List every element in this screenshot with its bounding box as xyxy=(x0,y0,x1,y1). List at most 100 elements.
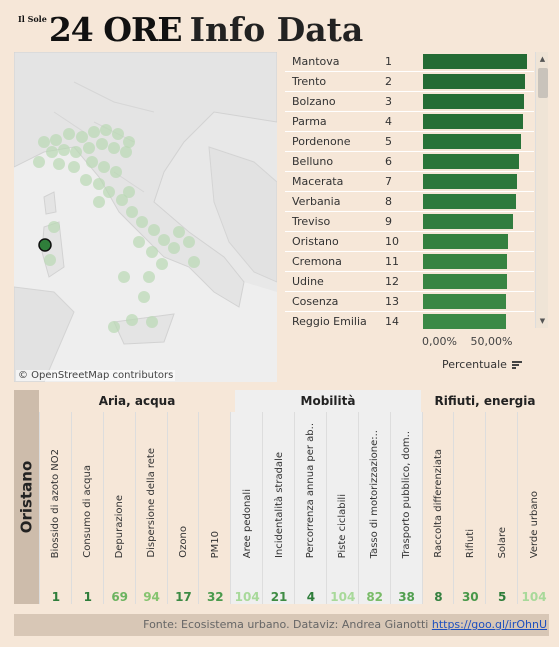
indicator-column[interactable]: Rifiuti 30 xyxy=(453,412,486,604)
ranking-city-name: Belluno xyxy=(292,155,334,168)
city-markers xyxy=(33,124,200,333)
indicator-value: 4 xyxy=(306,590,316,604)
scroll-up-icon[interactable]: ▲ xyxy=(539,55,546,63)
ranking-bar[interactable] xyxy=(423,294,506,309)
indicator-label: Dispersione della rete xyxy=(146,448,158,558)
ranking-position: 8 xyxy=(385,195,392,208)
indicator-value: 104 xyxy=(234,590,260,604)
ranking-position: 10 xyxy=(385,235,399,248)
logo-small: Il Sole xyxy=(18,14,47,24)
scroll-thumb[interactable] xyxy=(538,68,548,98)
indicator-label: Raccolta differenziata xyxy=(432,449,444,558)
ranking-bar[interactable] xyxy=(423,314,506,329)
indicator-label: Aree pedonali xyxy=(241,488,253,558)
ranking-bar[interactable] xyxy=(423,54,527,69)
axis-title-label: Percentuale xyxy=(442,358,507,371)
ranking-bar[interactable] xyxy=(423,114,523,129)
ranking-position: 4 xyxy=(385,115,392,128)
ranking-city-name: Mantova xyxy=(292,55,340,68)
ranking-row[interactable]: Udine 12 xyxy=(285,272,534,292)
ranking-city-name: Cremona xyxy=(292,255,342,268)
indicator-column[interactable]: Percorrenza annua per ab.. 4 xyxy=(294,412,326,604)
ranking-row[interactable]: Mantova 1 xyxy=(285,52,534,72)
indicator-column[interactable]: Verde urbano 104 xyxy=(517,412,549,604)
ranking-position: 14 xyxy=(385,315,399,328)
axis-ticks: 0,00% 50,00% xyxy=(422,335,522,348)
indicator-value: 82 xyxy=(366,590,384,604)
indicator-column[interactable]: Tasso di motorizzazione:.. 82 xyxy=(357,412,390,604)
indicator-value: 104 xyxy=(521,590,547,604)
city-name: Oristano xyxy=(17,460,36,534)
ranking-row[interactable]: Macerata 7 xyxy=(285,172,534,192)
ranking-list[interactable]: Mantova 1 Trento 2 Bolzano 3 Parma 4 Pordenone 5 B… xyxy=(285,52,534,330)
indicator-column[interactable]: Ozono 17 xyxy=(166,412,199,604)
scroll-down-icon[interactable]: ▼ xyxy=(539,317,546,325)
ranking-row[interactable]: Reggio Emilia 14 xyxy=(285,312,534,330)
ranking-bar[interactable] xyxy=(423,154,520,169)
indicator-value: 69 xyxy=(111,590,129,604)
indicator-label: Piste ciclabili xyxy=(337,493,349,558)
ranking-bar[interactable] xyxy=(423,134,521,149)
ranking-bar[interactable] xyxy=(423,214,514,229)
indicator-value: 32 xyxy=(206,590,224,604)
indicator-column[interactable]: Consumo di acqua 1 xyxy=(70,412,103,604)
ranking-scrollbar[interactable]: ▲ ▼ xyxy=(535,52,548,328)
ranking-city-name: Treviso xyxy=(292,215,331,228)
ranking-city-name: Oristano xyxy=(292,235,339,248)
ranking-row[interactable]: Parma 4 xyxy=(285,112,534,132)
ranking-bar[interactable] xyxy=(423,174,518,189)
ranking-bar[interactable] xyxy=(423,234,508,249)
italy-map[interactable] xyxy=(14,52,277,382)
indicator-label: Solare xyxy=(496,526,508,558)
logo-24-ore: 24 ORE xyxy=(48,10,183,49)
group-header-rifiuti: Rifiuti, energia xyxy=(421,390,549,412)
ranking-row[interactable]: Oristano 10 xyxy=(285,232,534,252)
indicator-value: 30 xyxy=(461,590,479,604)
ranking-position: 12 xyxy=(385,275,399,288)
indicator-column[interactable]: PM10 32 xyxy=(198,412,231,604)
footer: Fonte: Ecosistema urbano. Dataviz: Andre… xyxy=(14,614,549,636)
indicator-column[interactable]: Raccolta differenziata 8 xyxy=(421,412,454,604)
indicator-column[interactable]: Depurazione 69 xyxy=(102,412,135,604)
indicator-label: Verde urbano xyxy=(528,490,540,558)
ranking-row[interactable]: Pordenone 5 xyxy=(285,132,534,152)
ranking-bar[interactable] xyxy=(423,194,517,209)
ranking-bar[interactable] xyxy=(423,94,524,109)
ranking-city-name: Parma xyxy=(292,115,327,128)
indicator-column[interactable]: Solare 5 xyxy=(485,412,518,604)
indicator-column[interactable]: Incidentalità stradale 21 xyxy=(262,412,294,604)
ranking-row[interactable]: Cremona 11 xyxy=(285,252,534,272)
ranking-bar[interactable] xyxy=(423,274,507,289)
header: Il Sole 24 ORE Info Data xyxy=(18,6,363,46)
group-header-mobilita: Mobilità xyxy=(235,390,421,412)
ranking-bar[interactable] xyxy=(423,254,507,269)
indicator-column[interactable]: Trasporto pubblico, dom.. 38 xyxy=(389,412,422,604)
ranking-city-name: Pordenone xyxy=(292,135,351,148)
indicator-column[interactable]: Biossido di azoto NO2 1 xyxy=(39,412,71,604)
axis-title[interactable]: Percentuale xyxy=(442,358,522,371)
ranking-bar[interactable] xyxy=(423,74,525,89)
indicator-column[interactable]: Piste ciclabili 104 xyxy=(325,412,358,604)
footer-link[interactable]: https://goo.gl/irOhnU xyxy=(431,618,547,631)
ranking-row[interactable]: Verbania 8 xyxy=(285,192,534,212)
ranking-city-name: Verbania xyxy=(292,195,341,208)
group-header-aria: Aria, acqua xyxy=(39,390,235,412)
footer-source: Fonte: Ecosistema urbano. Dataviz: Andre… xyxy=(143,618,432,631)
indicator-label: Depurazione xyxy=(114,494,126,558)
indicator-column[interactable]: Dispersione della rete 94 xyxy=(134,412,167,604)
map-panel[interactable]: © OpenStreetMap contributors xyxy=(14,52,277,382)
ranking-position: 7 xyxy=(385,175,392,188)
city-cell xyxy=(14,390,39,604)
ranking-row[interactable]: Cosenza 13 xyxy=(285,292,534,312)
indicator-column[interactable]: Aree pedonali 104 xyxy=(230,412,263,604)
ranking-position: 3 xyxy=(385,95,392,108)
indicator-label: Tasso di motorizzazione:.. xyxy=(369,429,381,558)
ranking-position: 5 xyxy=(385,135,392,148)
indicator-value: 104 xyxy=(330,590,356,604)
map-attribution[interactable]: © OpenStreetMap contributors xyxy=(16,370,176,381)
ranking-row[interactable]: Trento 2 xyxy=(285,72,534,92)
ranking-row[interactable]: Bolzano 3 xyxy=(285,92,534,112)
ranking-row[interactable]: Belluno 6 xyxy=(285,152,534,172)
ranking-row[interactable]: Treviso 9 xyxy=(285,212,534,232)
sort-icon[interactable] xyxy=(511,360,522,370)
